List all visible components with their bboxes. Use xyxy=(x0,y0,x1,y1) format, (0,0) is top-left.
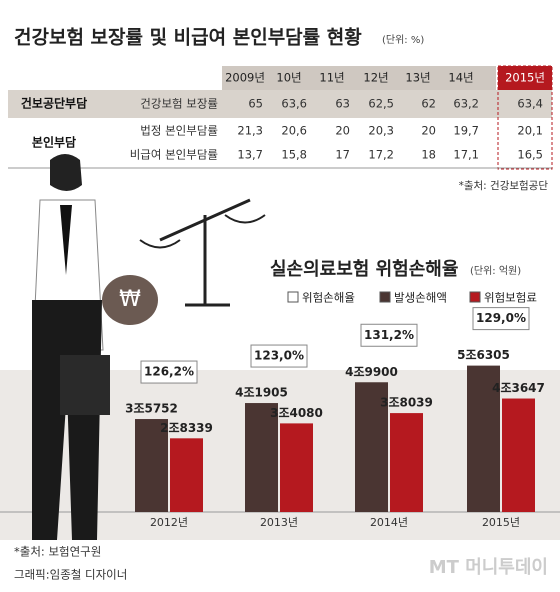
value-label: 3조8039 xyxy=(380,396,433,410)
cell: 17 xyxy=(335,148,350,162)
row-label: 비급여 본인부담률 xyxy=(130,148,218,162)
year-header: 13년 xyxy=(405,71,430,85)
x-tick-label: 2014년 xyxy=(370,516,408,529)
cell: 16,5 xyxy=(517,148,543,162)
svg-text:₩: ₩ xyxy=(119,287,141,312)
header-bg xyxy=(222,66,496,90)
legend-swatch xyxy=(287,291,299,303)
year-header: 11년 xyxy=(319,71,344,85)
row-label: 건강보험 보장률 xyxy=(140,97,218,111)
cell: 17,2 xyxy=(368,148,394,162)
footer-source: *출처: 보험연구원 xyxy=(14,545,101,559)
cell: 19,7 xyxy=(453,124,479,138)
year-header: 2015년 xyxy=(505,71,545,85)
row-group: 건보공단부담 xyxy=(21,96,87,111)
legend-label: 발생손해액 xyxy=(394,291,447,305)
chart-title: 실손의료보험 위험손해율 xyxy=(270,258,458,280)
year-header: 14년 xyxy=(448,71,473,85)
cell: 20,6 xyxy=(281,124,307,138)
cell: 62,5 xyxy=(368,97,394,111)
ratio-label: 131,2% xyxy=(364,328,414,342)
ratio-callout xyxy=(140,360,198,384)
cell: 21,3 xyxy=(237,124,263,138)
title: 건강보험 보장률 및 비급여 본인부담률 현황 xyxy=(14,26,362,49)
cell: 13,7 xyxy=(237,148,263,162)
bar xyxy=(170,438,203,512)
header-highlight xyxy=(498,66,552,90)
cell: 20 xyxy=(421,124,436,138)
bar xyxy=(135,419,168,512)
row-group: 본인부담 xyxy=(32,135,76,150)
cell: 63 xyxy=(335,97,350,111)
bar xyxy=(355,382,388,512)
cell: 18 xyxy=(421,148,436,162)
ratio-label: 123,0% xyxy=(254,349,304,363)
bar xyxy=(467,365,500,512)
unit: (단위: %) xyxy=(382,33,424,46)
value-label: 4조1905 xyxy=(235,386,288,400)
row-bg xyxy=(8,90,552,118)
legend-label: 위험손해율 xyxy=(302,291,355,305)
cell: 65 xyxy=(248,97,263,111)
x-tick-label: 2015년 xyxy=(482,516,520,529)
ratio-callout xyxy=(360,323,418,347)
value-label: 5조6305 xyxy=(457,348,510,362)
cell: 63,2 xyxy=(453,97,479,111)
cell: 20,3 xyxy=(368,124,394,138)
cell: 15,8 xyxy=(281,148,307,162)
value-label: 4조9900 xyxy=(345,365,398,379)
legend-swatch xyxy=(379,291,391,303)
row-label: 법정 본인부담률 xyxy=(140,124,218,138)
cell: 17,1 xyxy=(453,148,479,162)
ratio-callout xyxy=(472,307,530,331)
bar xyxy=(390,413,423,512)
ratio-label: 126,2% xyxy=(144,365,194,379)
bar xyxy=(245,403,278,512)
chart-unit: (단위: 억원) xyxy=(470,264,521,277)
footer-credit: 그래픽:임종철 디자이너 xyxy=(14,568,127,582)
ratio-label: 129,0% xyxy=(476,311,526,325)
x-tick-label: 2012년 xyxy=(150,516,188,529)
cell: 62 xyxy=(421,97,436,111)
value-label: 3조5752 xyxy=(125,402,178,416)
legend-label: 위험보험료 xyxy=(484,291,537,305)
cell: 20,1 xyxy=(517,124,543,138)
year-header: 12년 xyxy=(363,71,388,85)
cell: 63,4 xyxy=(517,97,543,111)
year-header: 2009년 xyxy=(225,71,265,85)
bar xyxy=(502,398,535,512)
bar xyxy=(280,423,313,512)
logo: MT 머니투데이 xyxy=(429,557,548,578)
value-label: 3조4080 xyxy=(270,406,323,420)
ratio-callout xyxy=(250,344,308,368)
cell: 20 xyxy=(335,124,350,138)
cell: 63,6 xyxy=(281,97,307,111)
value-label: 2조8339 xyxy=(160,421,213,435)
x-tick-label: 2013년 xyxy=(260,516,298,529)
year-header: 10년 xyxy=(276,71,301,85)
value-label: 4조3647 xyxy=(492,381,545,395)
highlight-box xyxy=(497,65,553,170)
table-source: *출처: 건강보험공단 xyxy=(459,180,549,192)
legend-swatch xyxy=(469,291,481,303)
